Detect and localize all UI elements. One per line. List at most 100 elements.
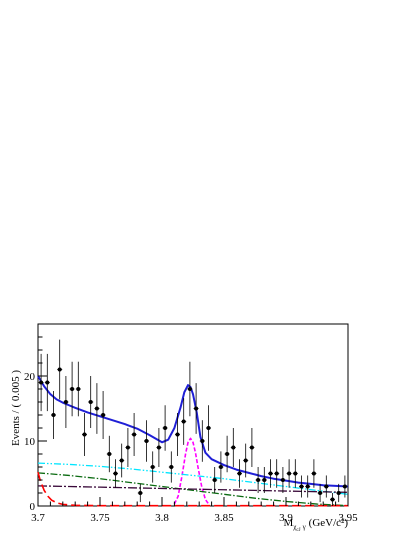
data-point [69, 361, 75, 417]
data-marker [51, 413, 56, 417]
x-axis-title-unit: (GeV/c²) [309, 517, 349, 529]
data-marker [63, 400, 68, 404]
data-point [82, 413, 87, 456]
data-point [237, 459, 242, 488]
data-point [44, 353, 50, 412]
data-point [88, 376, 94, 428]
data-point [206, 405, 211, 451]
data-marker [163, 426, 168, 430]
data-marker [274, 471, 279, 476]
data-point [274, 459, 280, 488]
data-point [230, 428, 236, 467]
data-marker [169, 465, 174, 469]
data-marker [70, 387, 75, 391]
data-marker [299, 484, 304, 489]
data-marker [311, 471, 316, 476]
x-axis-title-main: M [284, 517, 294, 529]
data-marker [138, 491, 143, 495]
data-marker [187, 387, 192, 391]
x-tick-label: 3.9 [279, 512, 293, 524]
data-point [243, 443, 249, 478]
data-point [75, 361, 81, 417]
x-tick-label: 3.8 [155, 512, 169, 524]
data-marker [119, 458, 124, 463]
data-marker [268, 471, 273, 476]
data-point [94, 383, 100, 434]
data-marker [94, 406, 99, 411]
data-point [51, 390, 56, 440]
data-point [187, 361, 193, 417]
data-point [150, 451, 156, 483]
data-point [63, 376, 69, 428]
data-marker [256, 478, 261, 482]
data-marker [293, 471, 298, 476]
data-point [106, 435, 112, 473]
x-tick-label: 3.95 [338, 512, 358, 524]
data-marker [342, 484, 347, 489]
data-marker [212, 478, 217, 482]
data-point [330, 493, 335, 506]
data-point [193, 383, 199, 434]
data-point [137, 483, 143, 503]
data-point [317, 483, 323, 503]
data-marker [200, 439, 205, 443]
data-point [268, 459, 273, 488]
data-marker [45, 380, 50, 385]
data-point [311, 459, 317, 488]
data-marker [336, 491, 341, 495]
data-point [119, 443, 125, 478]
x-tick-label: 3.7 [31, 512, 45, 524]
data-points [38, 339, 348, 506]
y-axis: 0 10 20 [24, 336, 47, 513]
data-point [336, 483, 342, 503]
data-marker [101, 413, 106, 417]
data-marker [125, 445, 130, 450]
fit-curve-green-bkg [37, 472, 349, 507]
data-marker [324, 484, 329, 489]
data-point [181, 398, 187, 445]
data-point [113, 459, 118, 488]
data-point [162, 405, 168, 451]
data-point [280, 467, 286, 493]
data-point [224, 435, 230, 473]
data-point [156, 428, 162, 467]
data-point [249, 428, 255, 467]
x-axis-title-sub2: γ [302, 523, 306, 531]
fit-curve-total-fit [37, 375, 349, 488]
fit-curve-purple-bkg [37, 485, 349, 493]
data-marker [39, 380, 44, 385]
data-point [286, 459, 292, 488]
data-marker [318, 491, 323, 495]
data-marker [57, 367, 62, 372]
data-marker [287, 471, 292, 476]
data-marker [194, 406, 199, 411]
data-marker [76, 387, 81, 391]
data-marker [243, 458, 248, 463]
x-tick-label: 3.85 [214, 512, 234, 524]
data-point [175, 413, 180, 456]
data-point [38, 353, 44, 412]
fit-curve-cyan-bkg [37, 462, 349, 495]
data-marker [280, 478, 285, 482]
data-marker [82, 432, 87, 437]
y-axis-title: Events / ( 0.005 ) [10, 370, 22, 446]
data-marker [175, 432, 180, 437]
data-marker [113, 471, 118, 476]
data-marker [218, 465, 223, 469]
data-marker [132, 432, 137, 437]
data-point [144, 420, 149, 462]
data-marker [144, 439, 149, 443]
x-tick-label: 3.75 [90, 512, 110, 524]
x-axis-title-sub: χ [293, 523, 297, 531]
y-tick-label: 10 [24, 436, 36, 448]
data-point [57, 339, 63, 400]
x-axis-title-subsub: cJ [296, 528, 300, 533]
data-marker [262, 478, 267, 482]
data-marker [305, 484, 310, 489]
data-marker [206, 426, 211, 430]
data-point [218, 451, 224, 483]
data-point [125, 428, 131, 467]
data-point [131, 413, 137, 456]
data-point [342, 475, 348, 498]
